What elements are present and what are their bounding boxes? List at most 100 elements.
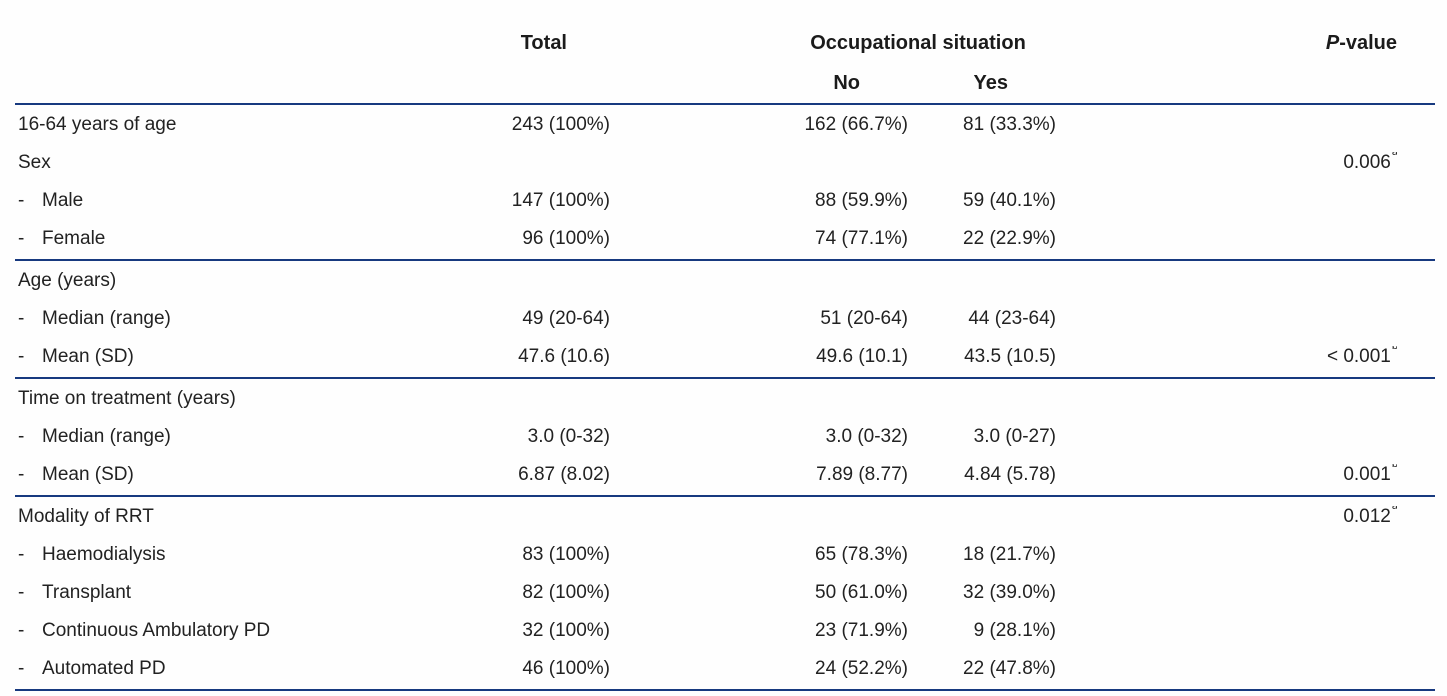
row-label-text: Automated PD <box>42 658 166 679</box>
cell-no: 24 (52.2%) <box>815 658 908 679</box>
row-label: - Continuous Ambulatory PD <box>18 620 460 642</box>
cell-total: 147 (100%) <box>511 190 610 211</box>
cell-yes: 59 (40.1%) <box>963 190 1056 211</box>
p-value-text: 0.006 <box>1343 152 1391 173</box>
row-label: - Mean (SD) <box>18 346 460 368</box>
dash: - <box>18 426 25 447</box>
table-row: - Mean (SD) 6.87 (8.02) 7.89 (8.77) 4.84 … <box>15 456 1435 494</box>
row-label-text: Transplant <box>42 582 132 603</box>
header-row-2: No Yes <box>15 63 1435 103</box>
table-group-time-on-treatment: Time on treatment (years) - Median (range… <box>15 377 1435 495</box>
table-row: 16-64 years of age 243 (100%) 162 (66.7%… <box>15 106 1435 144</box>
p-value-text: 0.012 <box>1343 506 1391 527</box>
cell-total: 6.87 (8.02) <box>518 464 610 485</box>
cell-total: 3.0 (0-32) <box>527 426 610 447</box>
dash: - <box>18 308 25 329</box>
table-row: - Continuous Ambulatory PD 32 (100%) 23 (… <box>15 612 1435 650</box>
row-label-text: Male <box>42 190 84 211</box>
cell-no: 49.6 (10.1) <box>816 346 908 367</box>
row-label: - Haemodialysis <box>18 544 460 566</box>
cell-total: 96 (100%) <box>522 228 610 249</box>
row-label: 16-64 years of age <box>18 114 460 136</box>
row-label: - Female <box>18 228 460 250</box>
table-header: Total Occupational situation P-value No … <box>15 0 1435 103</box>
row-label-text: Median (range) <box>42 308 171 329</box>
table-group-age-years: Age (years) - Median (range) 49 (20-64) 5… <box>15 259 1435 377</box>
table-row: - Female 96 (100%) 74 (77.1%) 22 (22.9%) <box>15 220 1435 258</box>
p-value-footnote-marker: a <box>1392 506 1397 512</box>
cell-total: 46 (100%) <box>522 658 610 679</box>
cell-yes: 22 (47.8%) <box>963 658 1056 679</box>
table-row: - Male 147 (100%) 88 (59.9%) 59 (40.1%) <box>15 182 1435 220</box>
cell-no: 23 (71.9%) <box>815 620 908 641</box>
cell-total: 49 (20-64) <box>522 308 610 329</box>
row-label: Sex <box>18 152 460 174</box>
cell-no: 3.0 (0-32) <box>825 426 908 447</box>
cell-total: 82 (100%) <box>522 582 610 603</box>
row-label: - Mean (SD) <box>18 464 460 486</box>
p-value-text: 0.001 <box>1343 464 1391 485</box>
dash: - <box>18 190 25 211</box>
table-row: Time on treatment (years) <box>15 380 1435 418</box>
row-label: - Automated PD <box>18 658 460 680</box>
cell-yes: 4.84 (5.78) <box>964 464 1056 485</box>
row-label: - Median (range) <box>18 308 460 330</box>
cell-yes: 32 (39.0%) <box>963 582 1056 603</box>
cell-yes: 18 (21.7%) <box>963 544 1056 565</box>
row-label: - Median (range) <box>18 426 460 448</box>
dash: - <box>18 228 25 249</box>
row-label: Time on treatment (years) <box>18 388 460 410</box>
row-label-text: Mean (SD) <box>42 346 134 367</box>
dash: - <box>18 346 25 367</box>
cell-yes: 43.5 (10.5) <box>964 346 1056 367</box>
cell-no: 88 (59.9%) <box>815 190 908 211</box>
demographics-table: Total Occupational situation P-value No … <box>15 0 1435 691</box>
cell-total: 32 (100%) <box>522 620 610 641</box>
table-group-modality-of-rrt: Modality of RRT 0.012a -Haemodialysis 83… <box>15 495 1435 689</box>
table-row: - Automated PD 46 (100%) 24 (52.2%) 22 (4… <box>15 650 1435 688</box>
p-value-footnote-marker: b <box>1392 346 1397 352</box>
dash: - <box>18 620 25 641</box>
table-row: - Transplant 82 (100%) 50 (61.0%) 32 (39.… <box>15 574 1435 612</box>
row-label: Age (years) <box>18 270 460 292</box>
cell-total: 83 (100%) <box>522 544 610 565</box>
p-value-footnote-marker: b <box>1392 464 1397 470</box>
table-row: - Mean (SD) 47.6 (10.6) 49.6 (10.1) 43.5 … <box>15 338 1435 376</box>
row-label-text: Median (range) <box>42 426 171 447</box>
cell-yes: 81 (33.3%) <box>963 114 1056 135</box>
row-label-text: Time on treatment (years) <box>18 388 236 409</box>
cell-p-value: 0.001b <box>1056 464 1397 486</box>
cell-p-value: 0.006a <box>1056 152 1397 174</box>
table-row: - Median (range) 3.0 (0-32) 3.0 (0-32) 3.… <box>15 418 1435 456</box>
column-header-no: No <box>833 71 860 94</box>
dash: - <box>18 582 25 603</box>
column-header-p-value: P-value <box>1056 32 1397 55</box>
row-label-text: Haemodialysis <box>42 544 166 565</box>
table-row: Age (years) <box>15 262 1435 300</box>
p-value-footnote-marker: a <box>1392 152 1397 158</box>
table-row: - Haemodialysis 83 (100%) 65 (78.3%) 18 (… <box>15 536 1435 574</box>
p-value-rest: -value <box>1339 31 1397 54</box>
column-header-yes: Yes <box>973 71 1008 94</box>
p-italic: P <box>1325 31 1340 54</box>
dash: - <box>18 544 25 565</box>
cell-p-value: 0.012a <box>1056 506 1397 528</box>
cell-total: 47.6 (10.6) <box>518 346 610 367</box>
cell-yes: 44 (23-64) <box>968 308 1056 329</box>
dash: - <box>18 464 25 485</box>
table-body: 16-64 years of age 243 (100%) 162 (66.7%… <box>15 103 1435 691</box>
table-row: - Median (range) 49 (20-64) 51 (20-64) 44… <box>15 300 1435 338</box>
cell-no: 65 (78.3%) <box>815 544 908 565</box>
cell-yes: 22 (22.9%) <box>963 228 1056 249</box>
row-label-text: Sex <box>18 152 51 173</box>
row-label: - Male <box>18 190 460 212</box>
row-label-text: 16-64 years of age <box>18 114 177 135</box>
row-label-text: Modality of RRT <box>18 506 154 527</box>
p-value-text: < 0.001 <box>1326 346 1391 367</box>
header-row-1: Total Occupational situation P-value <box>15 23 1435 63</box>
table-group-age-sex: 16-64 years of age 243 (100%) 162 (66.7%… <box>15 103 1435 259</box>
cell-yes: 9 (28.1%) <box>973 620 1056 641</box>
dash: - <box>18 658 25 679</box>
cell-p-value: < 0.001b <box>1056 346 1397 368</box>
